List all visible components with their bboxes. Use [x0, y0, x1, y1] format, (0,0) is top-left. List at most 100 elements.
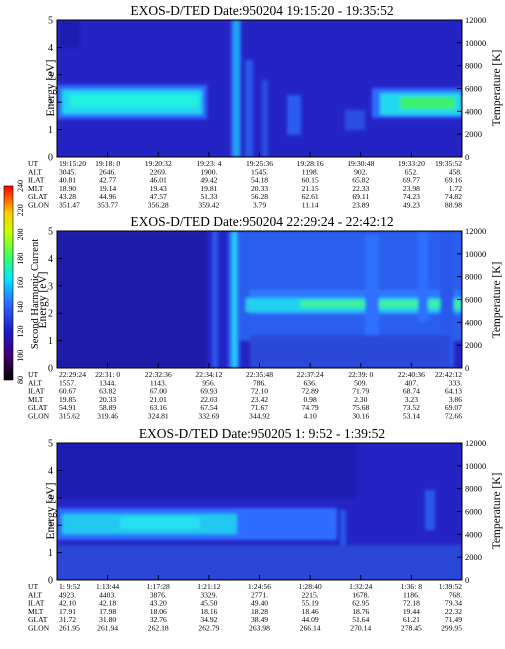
table-cell: 299.95 — [441, 624, 462, 633]
row-label: UT — [28, 582, 38, 591]
x-tick-label: 22:40:36 — [398, 370, 425, 379]
row-label: GLON — [28, 624, 50, 633]
table-cell: 332.69 — [198, 412, 219, 421]
y-tick-label: 0 — [48, 153, 53, 164]
table-cell: 3.79 — [253, 201, 266, 210]
y-ticks-right: 0 2000 4000 6000 8000 10000 12000 — [457, 15, 486, 162]
y2-tick-label: 2000 — [465, 129, 482, 139]
table-cell: 261.94 — [97, 624, 118, 633]
x-ticks — [56, 575, 463, 580]
table-cell: 22.03 — [200, 395, 217, 404]
table-cell: 31.80 — [99, 615, 116, 624]
table-cell: 34.92 — [200, 615, 217, 624]
table-cell: 18.76 — [352, 607, 369, 616]
table-cell: 333. — [449, 378, 462, 387]
table-cell: 69.93 — [200, 387, 217, 396]
x-tick-label: 22:29:24 — [59, 370, 86, 379]
x-tick-label: 19:35:52 — [435, 159, 462, 168]
panel-title: EXOS-D/TED Date:950204 19:15:20 - 19:35:… — [130, 3, 393, 18]
x-tick-label: 22:42:12 — [435, 370, 462, 379]
table-cell: 18.16 — [200, 607, 217, 616]
x-tick-label: 1:17:28 — [147, 582, 170, 591]
table-cell: 18.46 — [302, 607, 319, 616]
row-label: GLON — [28, 201, 50, 210]
colorbar: 80 100 120 140 160 180 200 220 240 Second Harmon… — [3, 180, 41, 384]
table-cell: 17.91 — [59, 607, 76, 616]
x-tick-label: 1: 9:52 — [59, 582, 81, 591]
table-cell: 44.96 — [99, 192, 116, 201]
y2-tick-label: 2000 — [465, 340, 482, 350]
table-cell: 44.09 — [302, 615, 319, 624]
row-label: ALT — [28, 378, 42, 387]
table-cell: 67.00 — [150, 387, 167, 396]
table-cell: 3329. — [200, 590, 217, 599]
table-cell: 1186. — [403, 590, 420, 599]
table-cell: 263.98 — [249, 624, 270, 633]
x-tick-label: 19:23: 4 — [196, 159, 221, 168]
table-cell: 319.46 — [97, 412, 118, 421]
y2-axis-label: Temperature [K] — [491, 262, 503, 339]
table-cell: 786. — [253, 378, 266, 387]
y-tick-label: 1 — [48, 548, 53, 559]
y-tick-label: 5 — [48, 439, 53, 450]
table-cell: 71.49 — [445, 615, 462, 624]
y-ticks-left: 0 1 2 3 4 5 — [48, 16, 62, 164]
table-cell: 58.89 — [99, 403, 116, 412]
y-axis-label: Energy [eV] — [37, 272, 49, 329]
table-cell: 62.61 — [302, 192, 319, 201]
y2-tick-label: 2000 — [465, 552, 482, 562]
x-tick-label: 19:20:32 — [145, 159, 172, 168]
x-tick-label: 22:35:48 — [246, 370, 273, 379]
colorbar-ticks: 80 100 120 140 160 180 200 220 240 — [16, 180, 25, 384]
heatmap-field — [57, 20, 462, 157]
table-cell: 2269. — [150, 167, 167, 176]
x-tick-label: 19:18: 0 — [95, 159, 120, 168]
y2-tick-label: 12000 — [465, 438, 486, 448]
row-label: UT — [28, 370, 38, 379]
table-cell: 71.79 — [352, 387, 369, 396]
colorbar-tick-label: 140 — [16, 301, 25, 313]
x-tick-label: 22:34:12 — [195, 370, 222, 379]
table-cell: 38.49 — [251, 615, 268, 624]
table-cell: 1545. — [251, 167, 268, 176]
table-cell: 47.57 — [150, 192, 167, 201]
table-cell: 458. — [449, 167, 462, 176]
table-cell: 344.92 — [249, 412, 270, 421]
table-cell: 69.11 — [352, 192, 369, 201]
table-cell: 0.98 — [303, 395, 316, 404]
table-cell: 51.64 — [352, 615, 369, 624]
table-cell: 72.89 — [302, 387, 319, 396]
panel-1: EXOS-D/TED Date:950204 19:15:20 - 19:35:… — [28, 3, 503, 210]
table-cell: 46.01 — [150, 176, 167, 185]
row-label: ILAT — [28, 176, 45, 185]
x-ticks — [56, 152, 463, 157]
table-cell: 22.33 — [352, 184, 369, 193]
table-cell: 3.23 — [405, 395, 418, 404]
y2-tick-label: 6000 — [465, 84, 482, 94]
table-cell: 278.45 — [401, 624, 422, 633]
table-cell: 30.16 — [352, 412, 369, 421]
y2-axis-label: Temperature [K] — [491, 473, 503, 550]
row-label: ILAT — [28, 387, 45, 396]
y2-tick-label: 6000 — [465, 295, 482, 305]
y-tick-label: 3 — [48, 281, 53, 292]
y-ticks-left: 0 1 2 3 4 5 — [48, 227, 62, 375]
colorbar-tick-label: 240 — [16, 180, 25, 192]
x-tick-label: 19:15:20 — [59, 159, 86, 168]
row-label: UT — [28, 159, 38, 168]
table-cell: 49.23 — [403, 201, 420, 210]
table-cell: 353.77 — [97, 201, 118, 210]
table-cell: 45.50 — [200, 599, 217, 608]
x-tick-label: 1:39:52 — [439, 582, 462, 591]
table-cell: 2.30 — [354, 395, 367, 404]
table-cell: 74.23 — [403, 192, 420, 201]
x-tick-label: 19:25:36 — [246, 159, 273, 168]
table-cell: 262.18 — [148, 624, 169, 633]
x-tick-label: 22:37:24 — [297, 370, 324, 379]
table-cell: 315.62 — [59, 412, 80, 421]
table-cell: 18.06 — [150, 607, 167, 616]
table-cell: 636. — [303, 378, 316, 387]
